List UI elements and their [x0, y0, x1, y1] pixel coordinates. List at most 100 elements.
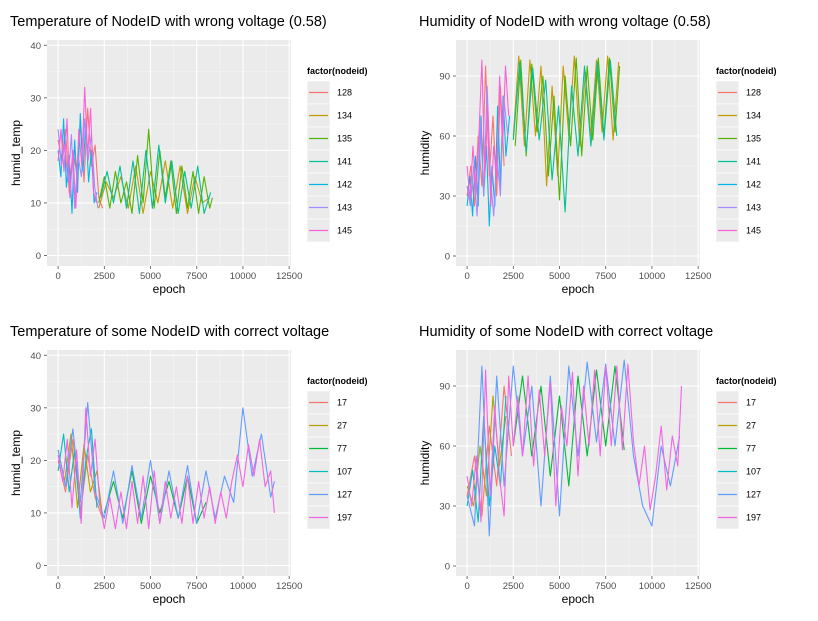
y-axis-title: humidity: [418, 131, 432, 176]
x-tick-label: 10000: [230, 271, 256, 282]
legend-label: 135: [746, 134, 761, 144]
humidity-wrong-voltage-plot: Humidity of NodeID with wrong voltage (0…: [418, 14, 777, 296]
y-tick-label: 20: [30, 146, 41, 157]
legend-label: 77: [746, 444, 756, 454]
axes: 0 2500 5000 7500 10000 12500 0 30 60 90: [439, 72, 711, 283]
series-line-27: [57, 433, 104, 524]
x-tick-label: 2500: [94, 271, 115, 282]
series-line-142: [57, 113, 98, 214]
y-tick-label: 0: [36, 251, 41, 262]
legend-label: 143: [337, 203, 352, 213]
series-line-141: [512, 59, 618, 213]
axes: 0 2500 5000 7500 10000 12500 0 10 20 30 40: [30, 351, 302, 592]
y-axis-title: humid_temp: [9, 430, 23, 496]
humidity-correct-voltage-panel: Humidity of some NodeID with correct vol…: [409, 310, 818, 620]
series-lines: [57, 402, 275, 530]
y-tick-label: 30: [30, 93, 41, 104]
legend-label: 77: [337, 444, 347, 454]
legend-label: 141: [337, 157, 352, 167]
y-tick-label: 90: [439, 382, 450, 393]
x-tick-label: 0: [55, 271, 60, 282]
legend-label: 141: [746, 157, 761, 167]
legend-label: 142: [746, 180, 761, 190]
legend-label: 107: [746, 467, 761, 477]
series-line-127: [466, 359, 681, 537]
legend-label: 145: [746, 226, 761, 236]
x-tick-label: 5000: [140, 271, 161, 282]
temperature-correct-voltage-panel: Temperature of some NodeID with correct …: [0, 310, 409, 620]
x-tick-label: 12500: [276, 271, 302, 282]
series-line-127: [57, 402, 275, 524]
y-tick-label: 60: [439, 442, 450, 453]
x-tick-label: 2500: [503, 271, 524, 282]
legend-label: 145: [337, 226, 352, 236]
x-tick-label: 0: [464, 581, 469, 592]
series-lines: [466, 55, 621, 227]
x-tick-label: 10000: [639, 271, 665, 282]
x-tick-label: 5000: [549, 581, 570, 592]
legend-title: factor(nodeid): [307, 376, 368, 386]
series-line-27: [466, 395, 507, 507]
x-tick-label: 10000: [230, 581, 256, 592]
x-tick-label: 2500: [503, 581, 524, 592]
series-line-135: [98, 128, 213, 214]
series-line-197: [466, 363, 683, 523]
y-tick-label: 0: [445, 562, 450, 573]
y-tick-label: 20: [30, 456, 41, 467]
legend: factor(nodeid) 128 134 135 141 142 143 145: [715, 66, 777, 243]
x-axis-title: epoch: [562, 282, 595, 296]
axes: 0 2500 5000 7500 10000 12500 0 30 60 90: [439, 382, 711, 593]
x-axis-title: epoch: [153, 592, 186, 606]
y-tick-label: 30: [30, 403, 41, 414]
x-tick-label: 12500: [685, 271, 711, 282]
legend-label: 27: [337, 421, 347, 431]
legend-label: 135: [337, 134, 352, 144]
legend-label: 142: [337, 180, 352, 190]
x-tick-label: 0: [464, 271, 469, 282]
legend: factor(nodeid) 128 134 135 141 142 143 145: [306, 66, 368, 243]
legend-label: 128: [337, 88, 352, 98]
chart-title: Humidity of NodeID with wrong voltage (0…: [419, 14, 711, 30]
legend-label: 197: [337, 513, 352, 523]
temperature-wrong-voltage-plot: Temperature of NodeID with wrong voltage…: [9, 14, 368, 296]
chart-title: Humidity of some NodeID with correct vol…: [419, 324, 713, 340]
legend-label: 197: [746, 513, 761, 523]
series-lines: [466, 359, 683, 537]
chart-title: Temperature of NodeID with wrong voltage…: [10, 14, 327, 30]
x-tick-label: 2500: [94, 581, 115, 592]
x-tick-label: 7500: [186, 271, 207, 282]
x-tick-label: 7500: [186, 581, 207, 592]
y-tick-label: 30: [439, 192, 450, 203]
legend-label: 134: [337, 111, 352, 121]
series-line-141: [100, 144, 212, 214]
chart-title: Temperature of some NodeID with correct …: [10, 324, 329, 340]
temperature-correct-voltage-plot: Temperature of some NodeID with correct …: [9, 324, 368, 606]
legend-label: 107: [337, 467, 352, 477]
series-line-77: [512, 365, 625, 487]
y-tick-label: 0: [36, 561, 41, 572]
axes: 0 2500 5000 7500 10000 12500 0 10 20 30 40: [30, 41, 302, 282]
y-tick-label: 40: [30, 351, 41, 362]
y-tick-label: 30: [439, 502, 450, 513]
grid-lines: [456, 350, 700, 576]
legend: factor(nodeid) 17 27 77 107 127 197: [306, 376, 368, 530]
legend-title: factor(nodeid): [716, 66, 777, 76]
x-tick-label: 0: [55, 581, 60, 592]
series-line-197: [57, 407, 275, 530]
y-tick-label: 10: [30, 508, 41, 519]
humidity-wrong-voltage-panel: Humidity of NodeID with wrong voltage (0…: [409, 0, 818, 310]
legend-label: 127: [337, 490, 352, 500]
humidity-correct-voltage-plot: Humidity of some NodeID with correct vol…: [418, 324, 777, 606]
legend-label: 134: [746, 111, 761, 121]
y-axis-title: humid_temp: [9, 120, 23, 186]
x-tick-label: 7500: [595, 271, 616, 282]
temperature-wrong-voltage-panel: Temperature of NodeID with wrong voltage…: [0, 0, 409, 310]
legend-label: 17: [746, 398, 756, 408]
legend-label: 128: [746, 88, 761, 98]
series-line-17: [466, 385, 513, 517]
x-tick-label: 12500: [685, 581, 711, 592]
x-tick-label: 10000: [639, 581, 665, 592]
legend-label: 127: [746, 490, 761, 500]
series-line-145: [466, 59, 510, 207]
